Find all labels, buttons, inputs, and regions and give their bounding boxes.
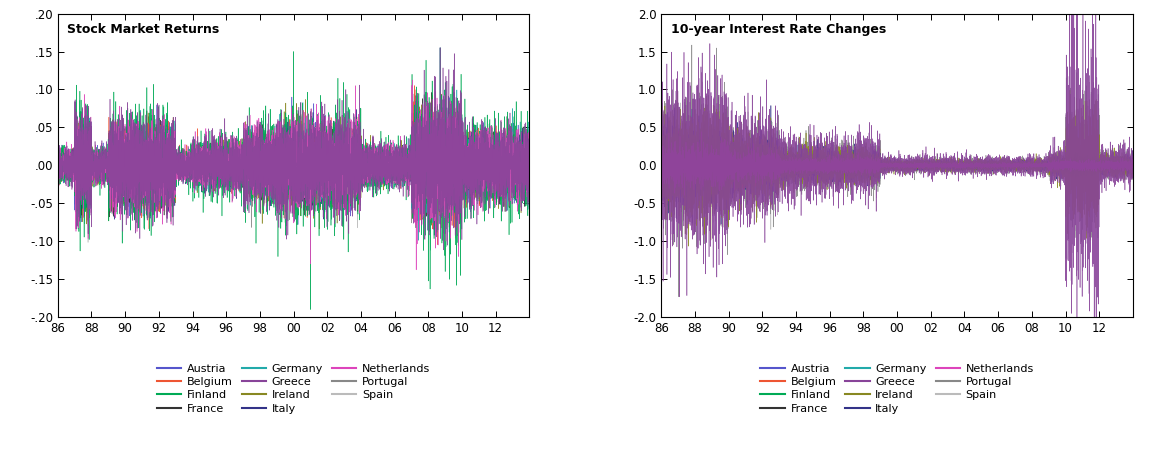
Legend: Austria, Belgium, Finland, France, Germany, Greece, Ireland, Italy, Netherlands,: Austria, Belgium, Finland, France, Germa… — [153, 359, 435, 418]
Legend: Austria, Belgium, Finland, France, Germany, Greece, Ireland, Italy, Netherlands,: Austria, Belgium, Finland, France, Germa… — [756, 359, 1038, 418]
Text: Stock Market Returns: Stock Market Returns — [67, 23, 220, 36]
Text: 10-year Interest Rate Changes: 10-year Interest Rate Changes — [670, 23, 885, 36]
